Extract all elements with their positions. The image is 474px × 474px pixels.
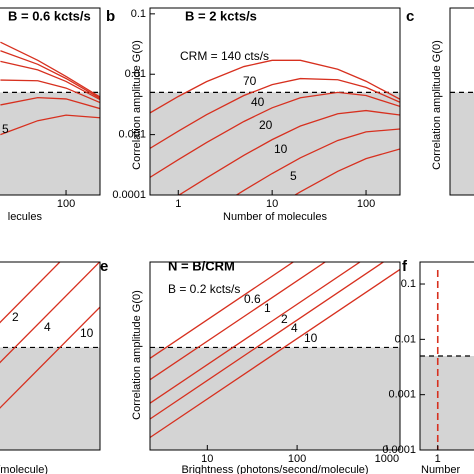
x-axis-label: Number [421, 464, 460, 474]
y-tick-label: 0.0001 [112, 189, 146, 201]
series-label: 40 [251, 95, 265, 109]
plot-frame [149, 261, 401, 451]
plot-frame [449, 7, 474, 196]
series-label: 4 [44, 320, 51, 334]
plot-frame [419, 261, 474, 451]
panel-title: N = B/CRM [168, 258, 235, 273]
curve [150, 91, 400, 178]
curve [150, 59, 400, 114]
panel [150, 59, 400, 195]
curve [0, 96, 100, 110]
series-label: 2 [12, 310, 19, 324]
y-tick-label: 0.1 [131, 8, 146, 20]
curve [0, 50, 100, 99]
x-tick-label: 1 [175, 198, 181, 210]
y-tick-label: 0.001 [118, 129, 146, 141]
panel-letter: c [406, 8, 414, 25]
panel-letter: b [106, 8, 115, 25]
y-tick-label: 0.01 [125, 68, 146, 80]
below-threshold-area [0, 347, 100, 450]
y-tick-label: 0.01 [395, 333, 416, 345]
below-threshold-area [150, 347, 400, 450]
series-label: 70 [243, 74, 257, 88]
y-axis-label: Correlation amplitude G(0) [431, 40, 443, 170]
x-axis-label: Brightness (photons/second/molecule) [181, 464, 368, 474]
y-axis-label: Correlation amplitude G(0) [131, 40, 143, 170]
curve [177, 109, 400, 195]
series-label: 5 [290, 169, 297, 183]
curve [150, 77, 400, 149]
x-tick-label: 100 [357, 198, 375, 210]
curve [0, 262, 61, 324]
y-tick-label: 0.0001 [382, 444, 416, 456]
plot-frame [0, 261, 101, 451]
curve [0, 114, 100, 136]
series-label: 0.6 [244, 292, 261, 306]
x-axis-label: econd/molecule) [0, 464, 48, 474]
panel-letter: f [402, 258, 408, 275]
x-tick-label: 1000 [375, 453, 399, 465]
panel [420, 270, 474, 450]
series-label: CRM = 140 cts/s [180, 49, 269, 63]
x-tick-label: 10 [266, 198, 278, 210]
curve [0, 41, 100, 98]
y-tick-label: 0.001 [388, 389, 416, 401]
curve [150, 262, 362, 404]
curve [150, 262, 327, 381]
series-label: 5 [2, 122, 9, 136]
curve [150, 262, 295, 359]
curve [0, 79, 100, 104]
y-tick-label: 0.1 [401, 278, 416, 290]
panel-title: B = 2 kcts/s [185, 8, 257, 23]
curve [235, 128, 400, 195]
x-axis-label: lecules [8, 211, 43, 223]
curve [293, 148, 400, 195]
panel-title: B = 0.6 kcts/s [8, 8, 91, 23]
curve [0, 262, 100, 364]
series-label: 10 [274, 142, 288, 156]
x-axis-label: Number of molecules [223, 211, 327, 223]
below-threshold-area [420, 356, 474, 450]
curve [150, 268, 400, 439]
below-threshold-area [450, 92, 474, 195]
below-threshold-area [0, 92, 100, 195]
plot-frame [149, 7, 401, 196]
panel [150, 262, 400, 450]
panel [0, 262, 100, 450]
series-label: 4 [291, 321, 298, 335]
x-tick-label: 10 [201, 453, 213, 465]
curve [0, 306, 100, 409]
series-label: 2 [281, 312, 288, 326]
series-label: 10 [80, 326, 94, 340]
panel [450, 91, 474, 195]
below-threshold-area [150, 92, 400, 195]
panel-subtitle: B = 0.2 kcts/s [168, 282, 240, 296]
series-label: 1 [264, 301, 271, 315]
panel [0, 41, 100, 195]
curve [0, 60, 100, 101]
y-axis-label: Correlation amplitude G(0) [131, 290, 143, 420]
curve [150, 262, 385, 420]
plot-frame [0, 7, 101, 196]
series-label: 10 [304, 331, 318, 345]
x-tick-label: 1 [435, 453, 441, 465]
x-tick-label: 100 [288, 453, 306, 465]
series-label: 20 [259, 118, 273, 132]
x-tick-label: 100 [57, 198, 75, 210]
panel-letter: e [100, 258, 108, 275]
